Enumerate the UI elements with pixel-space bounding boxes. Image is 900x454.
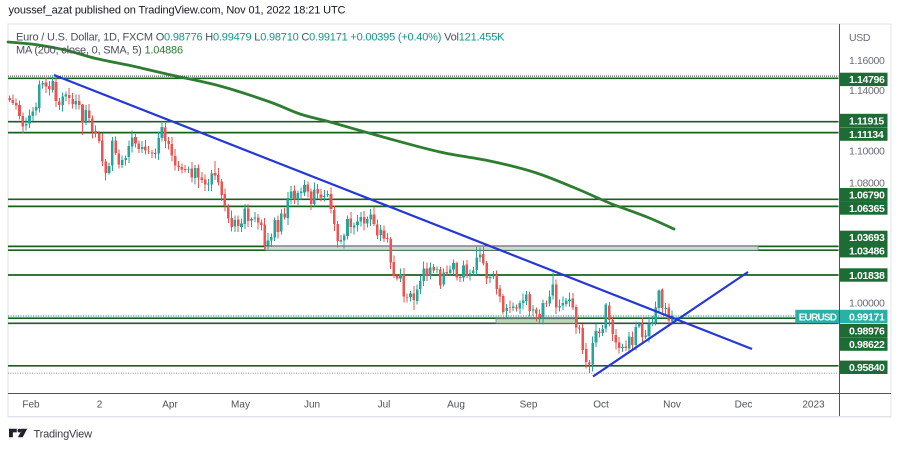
svg-text:Oct: Oct [593, 400, 609, 411]
svg-text:1.08000: 1.08000 [849, 178, 885, 190]
svg-text:USD: USD [849, 32, 871, 44]
svg-text:0.95840: 0.95840 [849, 362, 885, 374]
svg-text:1.06365: 1.06365 [849, 203, 885, 215]
svg-text:1.03486: 1.03486 [849, 246, 885, 258]
svg-text:1.14796: 1.14796 [849, 74, 885, 86]
svg-text:EURUSD: EURUSD [799, 312, 837, 323]
svg-text:TradingView: TradingView [34, 428, 93, 440]
svg-text:2023: 2023 [802, 400, 825, 411]
svg-text:Nov: Nov [663, 400, 681, 411]
svg-text:1.16000: 1.16000 [849, 55, 885, 67]
svg-text:Aug: Aug [447, 400, 465, 411]
svg-text:0.99171: 0.99171 [849, 311, 885, 323]
svg-text:Jul: Jul [378, 400, 391, 411]
svg-text:2: 2 [97, 400, 103, 411]
svg-text:Jun: Jun [304, 400, 320, 411]
svg-text:1.14000: 1.14000 [849, 85, 885, 97]
svg-text:1.03693: 1.03693 [849, 232, 885, 244]
svg-text:youssef_azat published on Trad: youssef_azat published on TradingView.co… [9, 5, 346, 17]
svg-text:1.01838: 1.01838 [849, 270, 885, 282]
svg-text:1.11134: 1.11134 [849, 129, 884, 141]
svg-text:1.00000: 1.00000 [849, 298, 885, 310]
svg-text:Euro / U.S. Dollar, 1D, FXCM: Euro / U.S. Dollar, 1D, FXCM O0.98776 H0… [16, 32, 505, 44]
svg-text:0.98976: 0.98976 [849, 325, 885, 337]
svg-text:MA (200, close, 0, SMA, 5) 1.: MA (200, close, 0, SMA, 5) 1.04886 [16, 45, 183, 57]
svg-text:Sep: Sep [520, 400, 538, 411]
svg-text:Apr: Apr [162, 400, 178, 411]
svg-text:1.06790: 1.06790 [849, 190, 885, 202]
svg-text:Dec: Dec [735, 400, 753, 411]
svg-text:1.11915: 1.11915 [849, 115, 884, 127]
svg-text:0.98622: 0.98622 [849, 339, 885, 351]
svg-text:May: May [231, 400, 250, 411]
svg-text:1.10000: 1.10000 [849, 145, 885, 157]
svg-text:Feb: Feb [22, 400, 40, 411]
